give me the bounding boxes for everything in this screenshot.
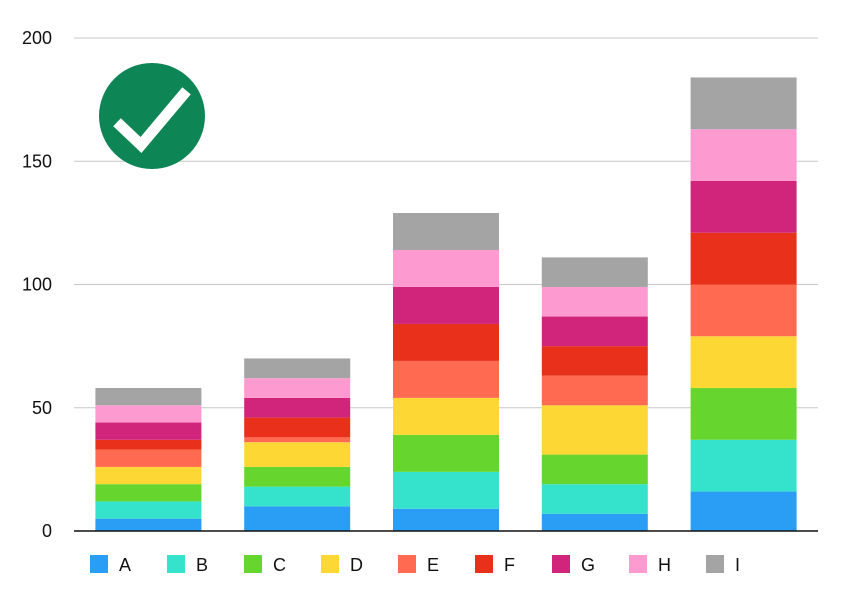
- check-badge: [99, 63, 205, 169]
- bar-segment-H: [244, 378, 351, 398]
- legend-swatch: [629, 555, 647, 573]
- bar-segment-G: [95, 422, 202, 440]
- bar-segment-E: [393, 360, 499, 398]
- bar-segment-A: [95, 518, 202, 531]
- bars: [95, 77, 797, 531]
- legend: A B C D E F G H I: [90, 555, 740, 575]
- bar-segment-F: [393, 323, 499, 361]
- legend-swatch: [167, 555, 185, 573]
- bar-segment-D: [541, 405, 648, 455]
- bar-segment-C: [690, 388, 797, 440]
- y-tick-label: 100: [22, 275, 52, 295]
- bar-segment-I: [244, 358, 351, 379]
- bar-segment-C: [393, 434, 499, 472]
- y-tick-label: 0: [42, 521, 52, 541]
- bar-segment-I: [690, 77, 797, 130]
- legend-label: F: [504, 555, 515, 575]
- check-icon: [113, 87, 191, 154]
- bar-segment-A: [541, 513, 648, 531]
- legend-label: G: [581, 555, 595, 575]
- check-badge-circle: [99, 63, 205, 169]
- y-axis: 0 50 100 150 200: [22, 28, 52, 541]
- bar-segment-C: [244, 466, 351, 487]
- bar-segment-F: [541, 346, 648, 376]
- bar-segment-D: [393, 397, 499, 435]
- legend-swatch: [244, 555, 262, 573]
- legend-label: H: [658, 555, 671, 575]
- bar-segment-C: [541, 454, 648, 485]
- legend-label: A: [119, 555, 131, 575]
- legend-swatch: [321, 555, 339, 573]
- bar-segment-E: [541, 375, 648, 406]
- legend-label: D: [350, 555, 363, 575]
- bar-segment-H: [690, 129, 797, 181]
- y-tick-label: 50: [32, 398, 52, 418]
- legend-swatch: [552, 555, 570, 573]
- bar-segment-E: [244, 437, 351, 443]
- bar-segment-G: [244, 397, 351, 418]
- bar-segment-G: [541, 316, 648, 347]
- legend-swatch: [475, 555, 493, 573]
- bar-segment-G: [690, 180, 797, 233]
- legend-swatch: [398, 555, 416, 573]
- legend-swatch: [706, 555, 724, 573]
- bar-segment-H: [95, 405, 202, 423]
- bar-segment-F: [95, 439, 202, 450]
- bar-segment-C: [95, 484, 202, 502]
- bar-segment-F: [690, 232, 797, 285]
- bar-segment-F: [244, 417, 351, 438]
- bar-segment-B: [690, 439, 797, 492]
- bar-segment-A: [393, 508, 499, 531]
- legend-label: C: [273, 555, 286, 575]
- bar-segment-B: [541, 484, 648, 514]
- bar-segment-H: [541, 286, 648, 317]
- bar-segment-E: [690, 284, 797, 337]
- bar-segment-B: [95, 501, 202, 519]
- legend-swatch: [90, 555, 108, 573]
- bar-segment-D: [244, 442, 351, 467]
- legend-label: B: [196, 555, 208, 575]
- bar-segment-A: [244, 506, 351, 531]
- bar-segment-A: [690, 491, 797, 531]
- y-tick-label: 150: [22, 151, 52, 171]
- bar-segment-B: [244, 486, 351, 507]
- bar-segment-I: [393, 213, 499, 250]
- bar-segment-E: [95, 449, 202, 467]
- legend-label: I: [735, 555, 740, 575]
- bar-segment-I: [541, 257, 648, 287]
- y-tick-label: 200: [22, 28, 52, 48]
- bar-segment-H: [393, 249, 499, 287]
- bar-segment-D: [690, 336, 797, 389]
- bar-segment-B: [393, 471, 499, 509]
- bar-segment-G: [393, 286, 499, 324]
- bar-segment-I: [95, 388, 202, 406]
- legend-label: E: [427, 555, 439, 575]
- bar-segment-D: [95, 466, 202, 485]
